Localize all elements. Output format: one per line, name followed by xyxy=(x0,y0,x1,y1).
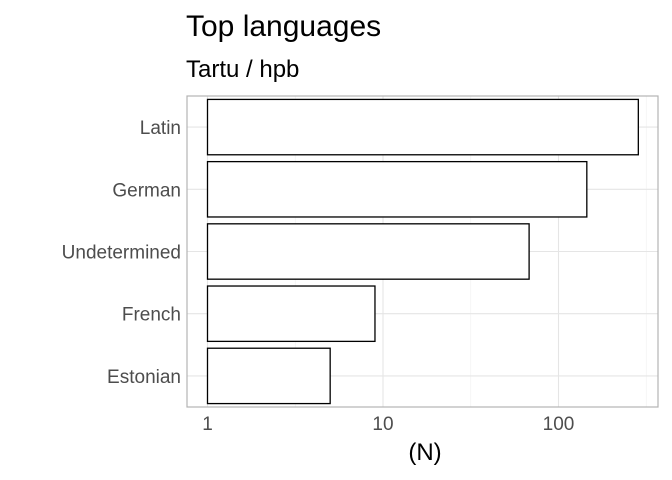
x-tick-label: 100 xyxy=(543,414,575,435)
bar xyxy=(206,223,530,280)
x-axis-title: (N) xyxy=(408,439,441,466)
x-tick-label: 10 xyxy=(372,414,393,435)
category-label: Undetermined xyxy=(62,243,181,264)
chart-title: Top languages xyxy=(186,10,381,43)
bars xyxy=(206,98,639,405)
category-label: German xyxy=(112,180,181,201)
category-label: Latin xyxy=(140,118,181,139)
plot-panel xyxy=(186,95,659,408)
bar xyxy=(206,285,376,343)
bar xyxy=(206,160,588,218)
chart-subtitle: Tartu / hpb xyxy=(186,56,299,83)
category-label: French xyxy=(122,305,181,326)
category-label: Estonian xyxy=(107,367,181,388)
bar xyxy=(206,347,331,405)
bar xyxy=(206,98,639,156)
x-axis-ticks: 1 10 100 xyxy=(202,414,574,435)
panel-border xyxy=(186,95,659,408)
category-labels: Latin German Undetermined French Estonian xyxy=(62,118,181,388)
x-tick-label: 1 xyxy=(202,414,213,435)
